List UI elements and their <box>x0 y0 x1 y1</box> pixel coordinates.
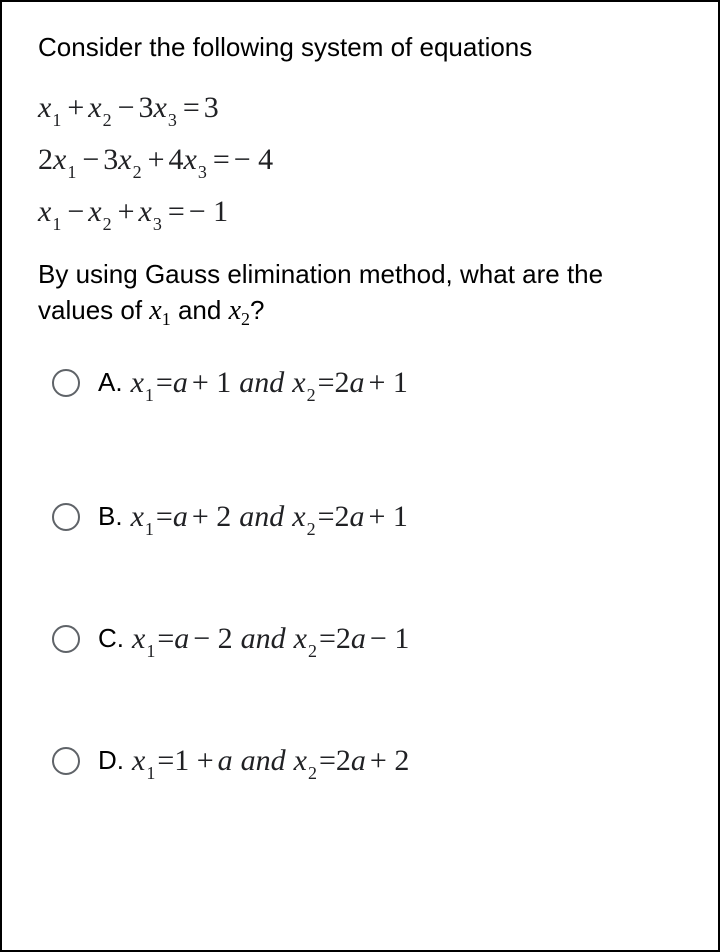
radio-icon[interactable] <box>52 369 80 397</box>
option-label: C. <box>98 623 124 654</box>
radio-icon[interactable] <box>52 747 80 775</box>
intro-text: Consider the following system of equatio… <box>38 30 682 65</box>
option-b[interactable]: B. x1 = a+ 2 and x2 = 2a+ 1 <box>52 500 682 534</box>
option-math: x1 = a+ 2 and x2 = 2a+ 1 <box>131 500 408 534</box>
equation-1: x1 + x2 − 3x3 = 3 <box>38 93 682 123</box>
question-card: Consider the following system of equatio… <box>0 0 720 952</box>
option-label: A. <box>98 367 123 398</box>
equation-2: 2x1 − 3x2 + 4x3 = − 4 <box>38 145 682 175</box>
options-list: A. x1 = a+ 1 and x2 = 2a+ 1 B. x1 = a+ 2… <box>52 366 682 778</box>
option-math: x1 = a− 2 and x2 = 2a− 1 <box>132 622 409 656</box>
option-a[interactable]: A. x1 = a+ 1 and x2 = 2a+ 1 <box>52 366 682 400</box>
option-label: B. <box>98 501 123 532</box>
equation-block: x1 + x2 − 3x3 = 3 2x1 − 3x2 + 4x3 = − 4 … <box>38 93 682 227</box>
option-c[interactable]: C. x1 = a− 2 and x2 = 2a− 1 <box>52 622 682 656</box>
question-text: By using Gauss elimination method, what … <box>38 257 682 330</box>
radio-icon[interactable] <box>52 503 80 531</box>
option-math: x1 = a+ 1 and x2 = 2a+ 1 <box>131 366 408 400</box>
equation-3: x1 − x2 + x3 = − 1 <box>38 197 682 227</box>
option-label: D. <box>98 745 124 776</box>
radio-icon[interactable] <box>52 625 80 653</box>
option-math: x1 = 1 +a and x2 = 2a+ 2 <box>132 744 409 778</box>
option-d[interactable]: D. x1 = 1 +a and x2 = 2a+ 2 <box>52 744 682 778</box>
